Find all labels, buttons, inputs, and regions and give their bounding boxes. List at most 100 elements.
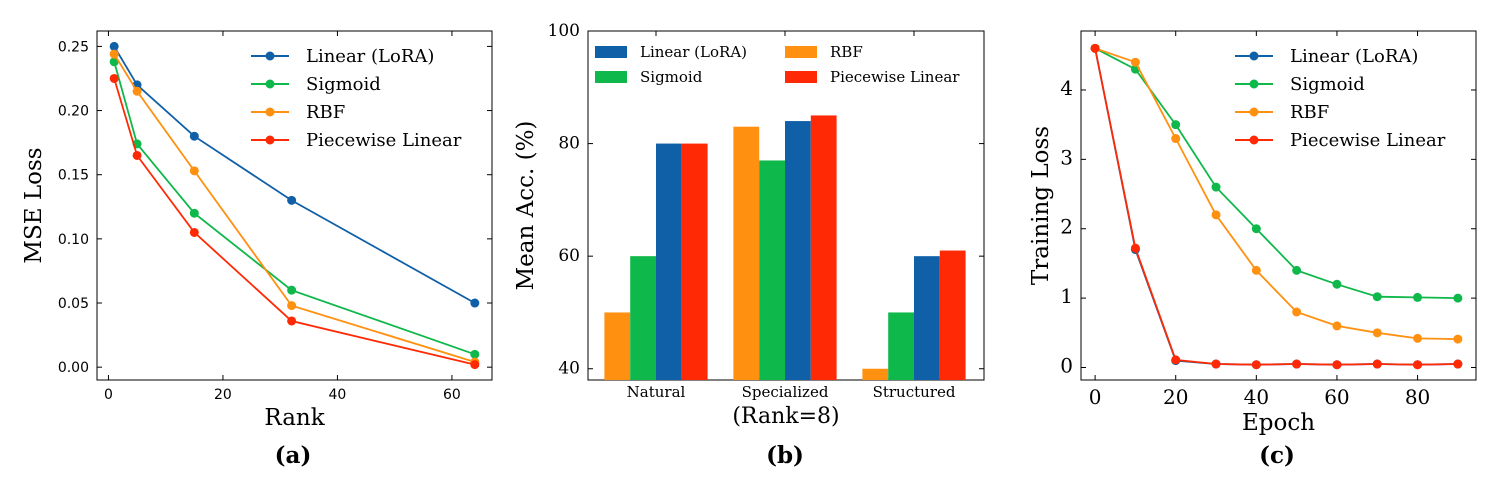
x-tick-label: 0 — [1089, 385, 1102, 409]
y-tick-label: 0.10 — [58, 232, 89, 248]
data-point-rbf — [287, 301, 297, 311]
data-point-piecewise-linear — [189, 227, 199, 237]
bar-linear-lora-natural — [656, 143, 682, 380]
legend-swatch-piecewise-linear — [785, 71, 817, 83]
x-axis-title: (Rank=8) — [732, 404, 839, 429]
data-point-linear-lora — [109, 41, 119, 51]
bar-linear-lora-specialized — [785, 121, 811, 380]
data-point-sigmoid — [1251, 224, 1261, 234]
y-tick-label: 0.15 — [58, 168, 89, 184]
legend-swatch-rbf — [785, 46, 817, 58]
legend-marker-rbf — [1249, 107, 1259, 117]
data-point-piecewise-linear — [132, 150, 142, 160]
panel-caption: (b) — [766, 442, 804, 469]
series-line-piecewise-linear — [1094, 48, 1458, 366]
y-tick-label: 0.25 — [58, 39, 89, 55]
y-tick-label: 60 — [558, 246, 580, 266]
y-tick-label: 0 — [1060, 354, 1073, 378]
data-point-piecewise-linear — [1130, 243, 1140, 253]
x-tick-label: 0 — [104, 387, 113, 403]
legend-label-rbf: RBF — [1290, 102, 1329, 123]
bar-sigmoid-structured — [888, 312, 914, 380]
data-point-piecewise-linear — [1453, 359, 1463, 369]
x-tick-label: 20 — [214, 387, 232, 403]
legend-label-linear-lora: Linear (LoRA) — [1290, 46, 1418, 67]
data-point-piecewise-linear — [1251, 360, 1261, 370]
legend-label-piecewise-linear: Piecewise Linear — [1290, 130, 1446, 151]
y-axis-title: Mean Acc. (%) — [513, 121, 539, 291]
series-line-rbf — [1094, 47, 1458, 340]
y-tick-label: 0.20 — [58, 104, 89, 120]
data-point-linear-lora — [189, 131, 199, 141]
data-point-rbf — [132, 86, 142, 96]
y-tick-label: 100 — [548, 21, 580, 41]
y-tick-label: 0.05 — [58, 296, 89, 312]
series-line-linear-lora — [113, 45, 476, 304]
plot-frame — [1080, 30, 1477, 381]
data-point-piecewise-linear — [1292, 359, 1302, 369]
category-label-structured: Structured — [873, 383, 956, 401]
bar-piecewise-linear-natural — [681, 143, 708, 380]
bar-linear-lora-structured — [914, 256, 940, 380]
legend-label-piecewise-linear: Piecewise Linear — [830, 68, 960, 86]
bar-rbf-structured — [862, 368, 889, 380]
data-point-piecewise-linear — [1413, 360, 1423, 370]
series-line-linear-lora — [1094, 48, 1458, 366]
data-point-sigmoid — [1332, 279, 1342, 289]
x-tick-label: 20 — [1163, 385, 1188, 409]
y-tick-label: 80 — [558, 134, 580, 154]
data-point-sigmoid — [189, 208, 199, 218]
legend-label-rbf: RBF — [306, 102, 345, 123]
data-point-piecewise-linear — [470, 360, 480, 370]
plot-frame — [96, 30, 493, 381]
data-point-rbf — [1292, 307, 1302, 317]
data-point-rbf — [1211, 210, 1221, 220]
data-point-sigmoid — [1171, 120, 1181, 130]
data-point-rbf — [1413, 333, 1423, 343]
x-axis-title: Epoch — [1242, 410, 1315, 436]
legend-label-rbf: RBF — [830, 43, 863, 61]
x-tick-label: 60 — [443, 387, 461, 403]
panel-caption: (a) — [275, 442, 312, 469]
data-point-rbf — [1130, 57, 1140, 67]
data-point-piecewise-linear — [109, 73, 119, 83]
data-point-linear-lora — [287, 195, 297, 205]
data-point-rbf — [189, 166, 199, 176]
legend-label-piecewise-linear: Piecewise Linear — [306, 130, 462, 151]
data-point-sigmoid — [470, 349, 480, 359]
data-point-piecewise-linear — [1090, 43, 1100, 53]
series-line-rbf — [113, 53, 476, 363]
y-tick-label: 3 — [1060, 145, 1073, 169]
bar-piecewise-linear-specialized — [810, 115, 837, 380]
legend-marker-sigmoid — [265, 79, 275, 89]
data-point-sigmoid — [1211, 182, 1221, 192]
y-axis-title: Training Loss — [1028, 126, 1054, 285]
panel-a: 0.00 0.05 0.10 0.15 0.20 0.25 0 20 40 60 Rank MSE L… — [21, 30, 493, 469]
data-point-rbf — [1251, 265, 1261, 275]
bar-sigmoid-natural — [630, 256, 656, 380]
bar-piecewise-linear-structured — [939, 250, 966, 380]
legend-label-sigmoid: Sigmoid — [1290, 74, 1365, 95]
data-point-sigmoid — [109, 57, 119, 67]
data-point-sigmoid — [1413, 292, 1423, 302]
y-tick-label: 0.00 — [58, 360, 89, 376]
data-point-rbf — [1372, 328, 1382, 338]
data-point-piecewise-linear — [1171, 355, 1181, 365]
data-point-sigmoid — [1453, 293, 1463, 303]
data-point-rbf — [1171, 134, 1181, 144]
legend-marker-sigmoid — [1249, 79, 1259, 89]
y-tick-label: 4 — [1060, 76, 1073, 100]
legend-marker-piecewise-linear — [265, 135, 275, 145]
x-tick-label: 40 — [329, 387, 347, 403]
legend-swatch-linear-lora — [595, 46, 627, 58]
series-line-sigmoid — [113, 61, 476, 356]
data-point-rbf — [109, 49, 119, 59]
data-point-sigmoid — [1372, 292, 1382, 302]
legend-label-linear-lora: Linear (LoRA) — [306, 46, 434, 67]
legend-marker-piecewise-linear — [1249, 135, 1259, 145]
x-tick-label: 60 — [1324, 385, 1349, 409]
data-point-linear-lora — [470, 298, 480, 308]
data-point-piecewise-linear — [1372, 359, 1382, 369]
series-line-sigmoid — [1094, 47, 1458, 299]
